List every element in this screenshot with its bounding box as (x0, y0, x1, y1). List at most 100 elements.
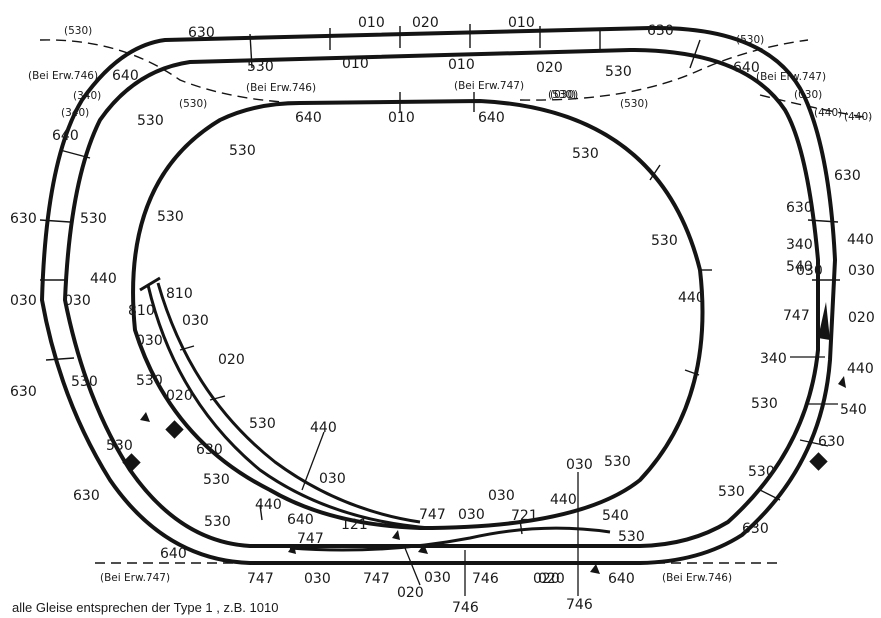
track-label: 540 (602, 508, 629, 524)
track-label: 747 (297, 531, 324, 547)
track-label: 640 (287, 512, 314, 528)
track-label: 440 (847, 232, 874, 248)
track-label: 721 (511, 508, 538, 524)
track-label: 030 (10, 293, 37, 309)
extension-note-label: (Bei Erw.747) (756, 71, 826, 83)
extension-note-label: (440) (814, 107, 842, 119)
track-joint-ticks (39, 24, 840, 535)
track-label: 030 (64, 293, 91, 309)
extension-note-label: (Bei Erw.746) (28, 70, 98, 82)
track-label: 530 (748, 464, 775, 480)
siding-left-1 (146, 284, 431, 530)
extension-note-label: (530) (620, 98, 648, 110)
track-label: 530 (751, 396, 778, 412)
track-label: 030 (304, 571, 331, 587)
track-label: 530 (203, 472, 230, 488)
track-label: 340 (760, 351, 787, 367)
siding-left-2 (156, 282, 421, 524)
track-label: 020 (412, 15, 439, 31)
track-label: 630 (786, 200, 813, 216)
extension-note-label: (Bei Erw.746) (246, 82, 316, 94)
extension-note-label: (030) (550, 89, 578, 101)
track-label: 530 (71, 374, 98, 390)
track-label: 747 (419, 507, 446, 523)
track-label: 810 (166, 286, 193, 302)
track-label: 030 (182, 313, 209, 329)
extension-note-label: (530) (179, 98, 207, 110)
track-label: 746 (566, 597, 593, 613)
extension-note-label: (530) (64, 25, 92, 37)
caption: alle Gleise entsprechen der Type 1 , z.B… (12, 600, 279, 615)
track-label: 121 (341, 517, 368, 533)
extension-note-label: (030) (794, 89, 822, 101)
track-label: 630 (818, 434, 845, 450)
inner-track-oval (131, 98, 705, 531)
marker-440-bottom (301, 431, 325, 491)
track-label: 440 (90, 271, 117, 287)
track-label: 540 (840, 402, 867, 418)
extension-note-labels: (530) (530) (530) (530) (530) (Bei Erw.746) (B… (28, 25, 872, 584)
track-label: 530 (106, 438, 133, 454)
track-label: 020 (538, 571, 565, 587)
track-label: 640 (478, 110, 505, 126)
bottom-connector (289, 526, 611, 552)
track-label: 630 (834, 168, 861, 184)
turnout-marker-5 (140, 412, 150, 422)
track-label: 530 (249, 416, 276, 432)
turnout-marker-1 (392, 530, 400, 540)
track-label: 530 (572, 146, 599, 162)
extension-right (759, 94, 871, 119)
signal-1 (165, 420, 184, 439)
extension-note-label: (340) (73, 90, 101, 102)
track-label: 530 (618, 529, 645, 545)
track-label: 630 (647, 23, 674, 39)
turnout-marker-6 (838, 376, 846, 388)
track-label: 030 (319, 471, 346, 487)
track-label: 746 (472, 571, 499, 587)
track-label: 030 (796, 263, 823, 279)
extension-note-label: (340) (61, 107, 89, 119)
track-label: 030 (848, 263, 875, 279)
track-label: 440 (847, 361, 874, 377)
track-label: 630 (73, 488, 100, 504)
track-label: 810 (128, 303, 155, 319)
track-label: 640 (295, 110, 322, 126)
track-label: 030 (566, 457, 593, 473)
extension-note-label: (530) (736, 34, 764, 46)
track-label: 020 (218, 352, 245, 368)
extension-note-label: (Bei Erw.747) (454, 80, 524, 92)
track-label: 747 (247, 571, 274, 587)
track-label: 440 (255, 497, 282, 513)
track-label: 030 (136, 333, 163, 349)
track-label: 020 (533, 571, 560, 587)
track-label: 746 (452, 600, 479, 616)
track-label: 020 (397, 585, 424, 601)
signal-2 (122, 453, 141, 472)
turnout-marker-4 (590, 564, 600, 574)
marker-747-a (404, 547, 421, 586)
turnout-marker-3 (288, 544, 296, 554)
track-label: 030 (458, 507, 485, 523)
track-label: 530 (204, 514, 231, 530)
track-label: 530 (137, 113, 164, 129)
bumper-810 (139, 276, 161, 292)
track-label: 630 (188, 25, 215, 41)
track-label: 747 (783, 308, 810, 324)
track-label: 530 (247, 59, 274, 75)
track-label: 020 (536, 60, 563, 76)
track-label: 530 (80, 211, 107, 227)
track-label: 340 (786, 237, 813, 253)
track-label: 010 (388, 110, 415, 126)
track-label: 530 (136, 373, 163, 389)
track-label: 640 (160, 546, 187, 562)
track-label: 030 (488, 488, 515, 504)
track-label: 630 (742, 521, 769, 537)
track-label: 630 (196, 442, 223, 458)
signal-3 (809, 452, 828, 471)
track-label: 440 (550, 492, 577, 508)
track-label: 010 (342, 56, 369, 72)
track-label: 530 (605, 64, 632, 80)
extension-note-label: (Bei Erw.747) (100, 572, 170, 584)
